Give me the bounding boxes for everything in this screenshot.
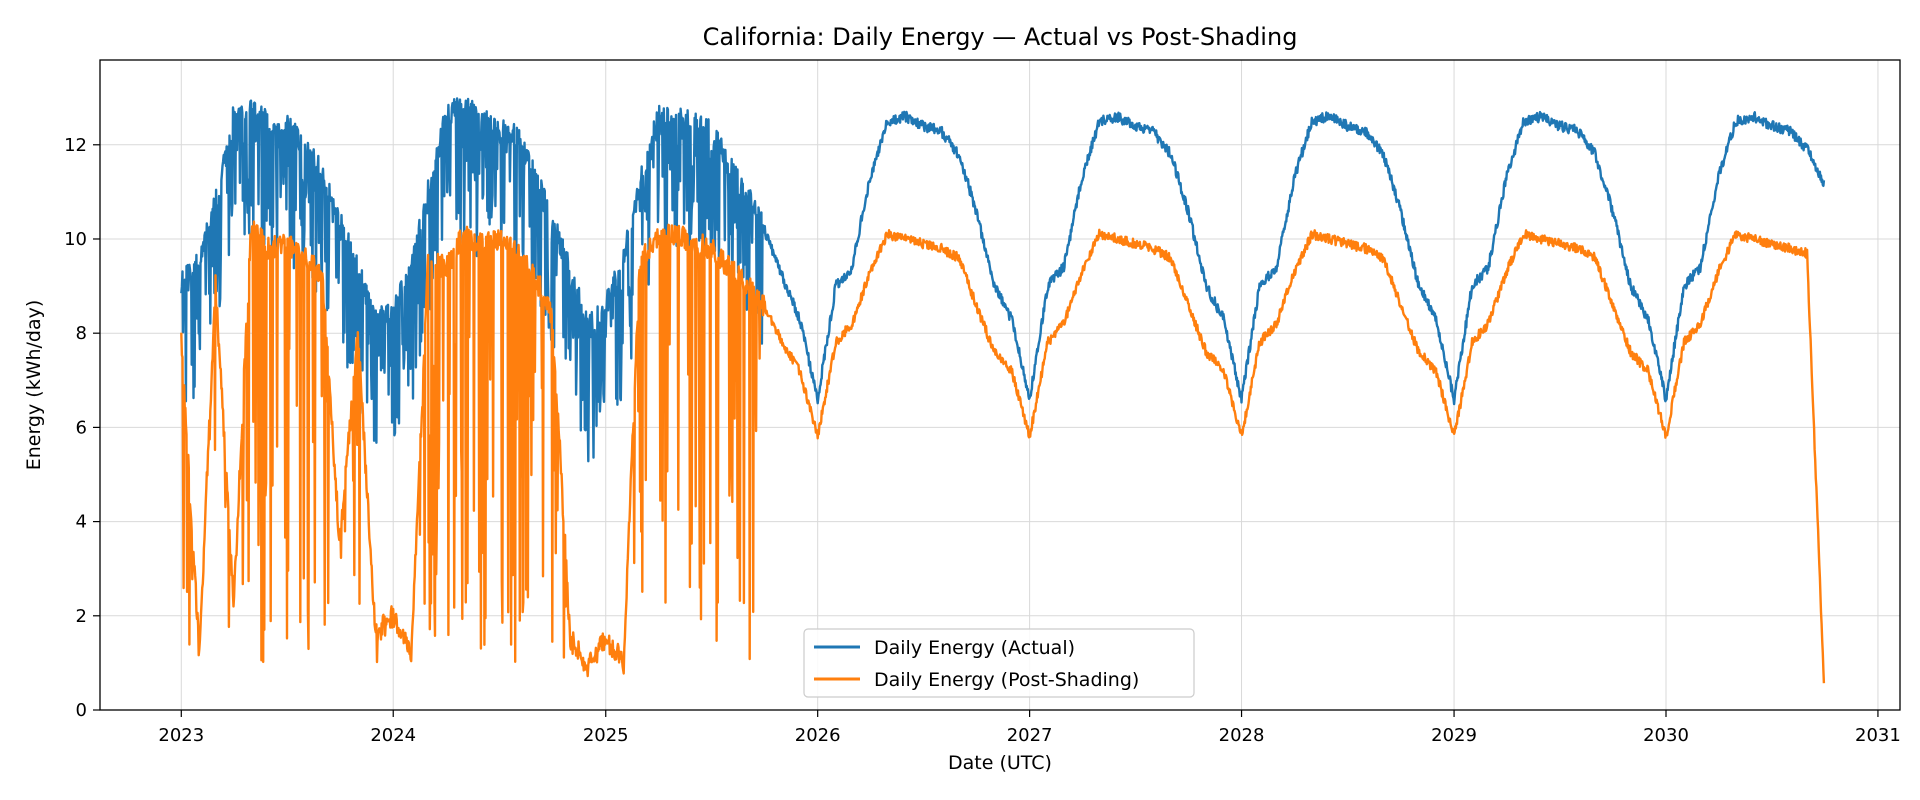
x-tick-label: 2029 [1431, 725, 1477, 746]
y-tick-label: 10 [64, 229, 87, 250]
y-tick-label: 12 [64, 135, 87, 156]
legend-label-actual: Daily Energy (Actual) [874, 637, 1075, 659]
x-tick-label: 2030 [1643, 725, 1689, 746]
x-axis-label: Date (UTC) [948, 752, 1052, 774]
chart-title: California: Daily Energy — Actual vs Pos… [703, 23, 1298, 51]
x-axis-ticks: 2023 2024 2025 2026 2027 2028 2029 2030 2031 [158, 710, 1901, 746]
y-tick-label: 2 [76, 606, 87, 627]
y-tick-label: 4 [76, 512, 87, 533]
plot-area-border [99, 59, 1901, 711]
y-axis-ticks: 0 2 4 6 8 10 12 [64, 135, 100, 721]
x-tick-label: 2023 [158, 725, 204, 746]
x-tick-label: 2025 [583, 725, 629, 746]
x-tick-label: 2026 [795, 725, 841, 746]
series-line-actual [180, 97, 1826, 463]
x-tick-label: 2031 [1855, 725, 1901, 746]
y-tick-label: 6 [76, 417, 87, 438]
y-tick-label: 8 [76, 323, 87, 344]
x-tick-label: 2024 [370, 725, 416, 746]
y-tick-label: 0 [76, 700, 87, 721]
x-tick-label: 2027 [1007, 725, 1053, 746]
y-axis-label: Energy (kWh/day) [23, 300, 45, 471]
series-lines [180, 97, 1826, 684]
plot-frame [99, 59, 1901, 711]
legend: Daily Energy (Actual) Daily Energy (Post… [803, 628, 1195, 698]
x-tick-label: 2028 [1219, 725, 1265, 746]
legend-label-post-shading: Daily Energy (Post-Shading) [874, 669, 1139, 691]
legend-box [803, 628, 1195, 698]
series-line-post-shading [180, 220, 1826, 684]
